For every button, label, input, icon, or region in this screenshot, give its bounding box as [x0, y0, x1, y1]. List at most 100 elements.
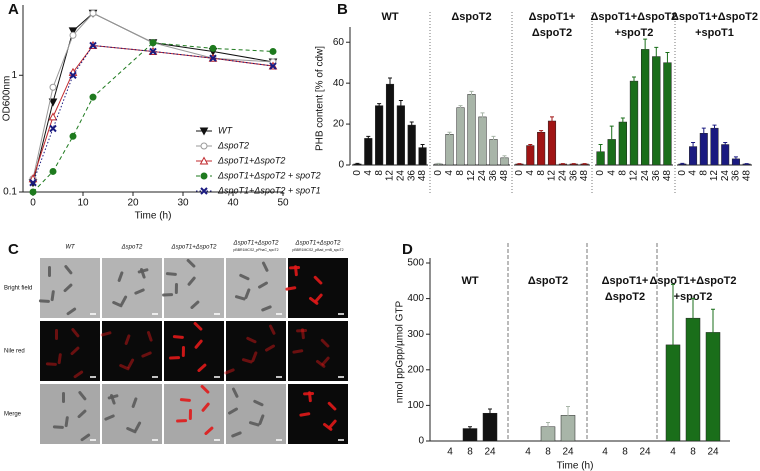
marker — [200, 142, 208, 150]
bar — [526, 145, 535, 166]
y-axis-label: PHB content [% of cdw] — [315, 46, 326, 151]
x-tick-label: 48 — [417, 170, 428, 182]
cell — [261, 305, 272, 312]
legend-entry: WT — [196, 125, 233, 136]
y-tick-label: 300 — [407, 329, 424, 340]
cell — [117, 271, 124, 282]
y-tick-label: 400 — [407, 293, 424, 304]
error-bar — [377, 103, 382, 108]
cell — [174, 283, 178, 295]
error-bar — [723, 141, 728, 147]
cell — [253, 399, 264, 407]
cell — [289, 266, 301, 270]
error-bar — [566, 405, 570, 425]
x-tick-label: 12 — [385, 170, 396, 182]
error-bar — [680, 162, 685, 165]
cell — [309, 296, 319, 305]
cell — [186, 258, 196, 268]
series-line — [32, 12, 274, 179]
marker — [209, 44, 217, 52]
x-tick-label: 8 — [545, 447, 551, 458]
error-bar — [654, 46, 659, 66]
marker — [69, 132, 77, 140]
cell — [134, 288, 145, 295]
y-tick-label: 100 — [407, 400, 424, 411]
bar — [537, 132, 546, 166]
bar — [489, 139, 498, 166]
cell — [176, 419, 188, 423]
x-tick-label: 24 — [639, 447, 651, 458]
bar — [364, 138, 373, 166]
marker — [89, 41, 97, 50]
cell — [179, 398, 191, 402]
cell — [328, 419, 337, 429]
cell — [100, 331, 112, 337]
cell — [190, 300, 200, 309]
marker — [48, 112, 58, 121]
cell — [285, 286, 297, 291]
x-tick-label: 50 — [277, 198, 289, 209]
row-label: Nile red — [4, 349, 25, 355]
row-label: Merge — [4, 412, 22, 418]
cell — [187, 276, 196, 286]
bar — [618, 121, 628, 166]
bar — [407, 124, 416, 166]
cell — [70, 346, 80, 356]
group-title: +spoT1 — [695, 27, 734, 39]
group-title: ΔspoT1+ΔspoT2 — [590, 11, 677, 23]
legend-label: ΔspoT1+ΔspoT2 + spoT2 — [217, 170, 321, 180]
cell — [188, 409, 192, 421]
error-bar — [671, 283, 675, 406]
panel-label: C — [8, 241, 19, 258]
marker — [49, 124, 57, 133]
marker — [269, 47, 277, 55]
cell — [169, 356, 181, 360]
legend-label: ΔspoT2 — [217, 140, 249, 150]
cell — [327, 401, 337, 411]
x-tick-label: 4 — [602, 447, 608, 458]
cell — [57, 353, 62, 365]
bar — [663, 62, 672, 166]
marker — [49, 167, 57, 175]
cell — [107, 394, 119, 400]
x-tick-label: 8 — [622, 447, 628, 458]
legend-entry: ΔspoT2 — [196, 140, 249, 150]
x-axis-label: Time (h) — [557, 461, 594, 471]
cell — [251, 351, 258, 362]
y-tick-label: 20 — [333, 119, 345, 130]
cell — [131, 397, 138, 408]
error-bar — [620, 117, 625, 127]
cell — [231, 431, 242, 438]
x-tick-label: 36 — [488, 170, 499, 182]
x-tick-label: 36 — [651, 170, 662, 182]
error-bar — [491, 135, 496, 143]
error-bar — [458, 105, 463, 110]
micrograph — [102, 321, 162, 381]
bar — [629, 80, 639, 166]
cell — [321, 356, 330, 366]
error-bar — [420, 144, 425, 151]
error-bar — [447, 131, 452, 137]
cell — [64, 416, 69, 428]
error-bar — [598, 144, 603, 159]
micrograph — [288, 321, 348, 381]
cell — [52, 425, 64, 429]
cell — [248, 421, 260, 427]
x-tick-label: 36 — [731, 170, 742, 182]
error-bar — [546, 421, 550, 432]
error-bar — [582, 163, 587, 165]
x-tick-label: 36 — [568, 170, 579, 182]
x-tick-label: 4 — [606, 170, 617, 176]
error-bar — [517, 163, 522, 165]
cell — [299, 412, 311, 417]
column-title: ΔspoT1+ΔspoT2 — [171, 245, 218, 251]
marker — [69, 71, 77, 79]
panel-label: D — [402, 241, 413, 258]
marker — [269, 62, 277, 70]
x-tick-label: 4 — [525, 447, 531, 458]
cell — [197, 363, 207, 372]
y-tick-label: 0.1 — [3, 187, 17, 198]
group-title: ΔspoT1+ΔspoT2 — [649, 275, 736, 287]
cell — [38, 299, 50, 303]
